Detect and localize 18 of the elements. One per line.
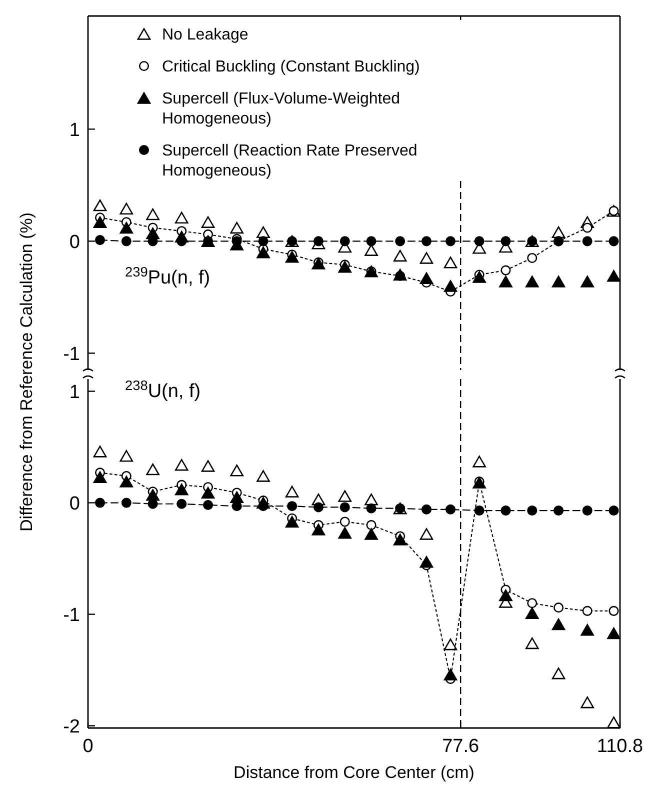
legend-label: No Leakage: [162, 26, 248, 44]
y-tick-label: 1: [69, 120, 80, 141]
y-tick-label: -2: [63, 716, 80, 738]
legend-label: Critical Buckling (Constant Buckling): [162, 58, 420, 76]
x-tick-label: 110.8: [596, 736, 644, 757]
legend-label: Supercell (Flux-Volume-Weighted Homogeneous): [162, 90, 400, 128]
annotation: $^{238}$U(n, f): [125, 377, 201, 402]
y-tick-label: 0: [69, 493, 80, 514]
x-tick-label: 77.6: [442, 736, 480, 757]
legend-label: Supercell (Reaction Rate Preserved Homogeneous): [162, 142, 418, 180]
y-tick-label: 0: [69, 232, 80, 253]
annotation: $^{239}$Pu(n, f): [125, 264, 210, 289]
y-tick-label: -1: [63, 344, 80, 365]
y-tick-label: 1: [69, 382, 80, 403]
x-axis-title: Distance from Core Center (cm): [234, 763, 474, 782]
x-tick-label: 0: [82, 736, 94, 757]
y-tick-label: -1: [63, 604, 80, 626]
y-axis-title: Difference from Reference Calculation (%): [17, 212, 36, 532]
